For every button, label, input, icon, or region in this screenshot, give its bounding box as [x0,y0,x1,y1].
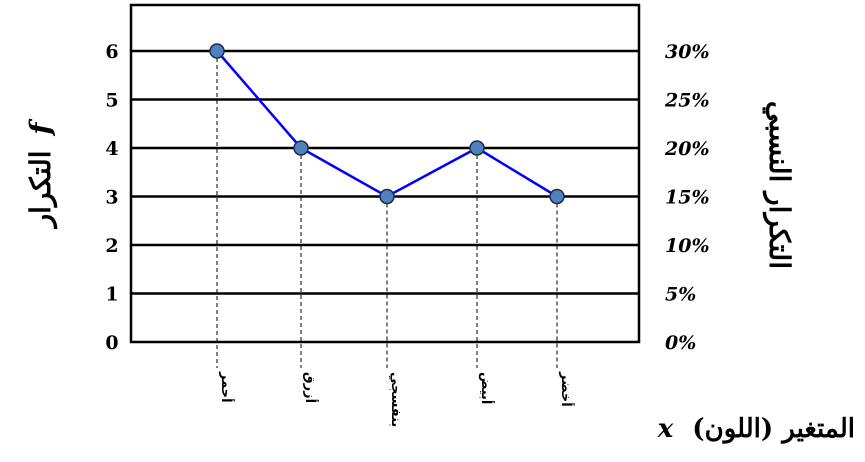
y-tick-label: 3 [105,187,118,209]
series-line [216,50,558,198]
category-label: بنفسجي [388,372,403,427]
y-tick-label: 6 [105,41,118,63]
category-labels: أحمر أزرق بنفسجي أبيض أخضر [218,371,575,427]
y-tick-label: 2 [105,235,118,257]
y-tick-label: 0 [105,332,118,354]
data-point [293,140,309,156]
y-axis-symbol: f [24,118,57,137]
category-label: أبيض [478,372,495,404]
y-tick-labels: 0 1 2 3 4 5 6 [105,41,118,354]
y-axis-title: التكرار f [24,118,58,230]
category-label: أحمر [218,371,235,403]
y-tick-label: 1 [105,284,118,306]
data-points [209,43,565,205]
y2-tick-label: 20% [664,138,710,160]
plot-frame [129,3,641,344]
y-tick-label: 5 [105,90,118,112]
data-point [209,43,225,59]
y2-tick-label: 25% [664,90,710,112]
data-point [379,188,395,205]
x-axis-symbol: x [657,414,674,444]
y2-tick-label: 30% [665,41,710,63]
category-label: أخضر [558,371,575,407]
x-axis-title-text: المتغير (اللون) [692,414,855,444]
data-point [469,140,485,156]
category-label: أزرق [302,372,319,403]
drop-lines [216,51,558,368]
y2-tick-labels: 0% 5% 10% 15% 20% 25% 30% [664,41,710,354]
y-axis-title-text: التكرار [24,150,58,229]
x-axis-title: x المتغير (اللون) [657,414,855,444]
y-tick-label: 4 [105,138,118,160]
y2-tick-label: 5% [665,284,696,306]
data-point [549,188,565,205]
y2-tick-label: 10% [665,235,710,257]
y2-axis-title: التكرار النسبي [762,101,796,269]
y2-tick-label: 0% [665,332,696,354]
y2-tick-label: 15% [665,187,710,209]
gridlines [131,49,639,295]
